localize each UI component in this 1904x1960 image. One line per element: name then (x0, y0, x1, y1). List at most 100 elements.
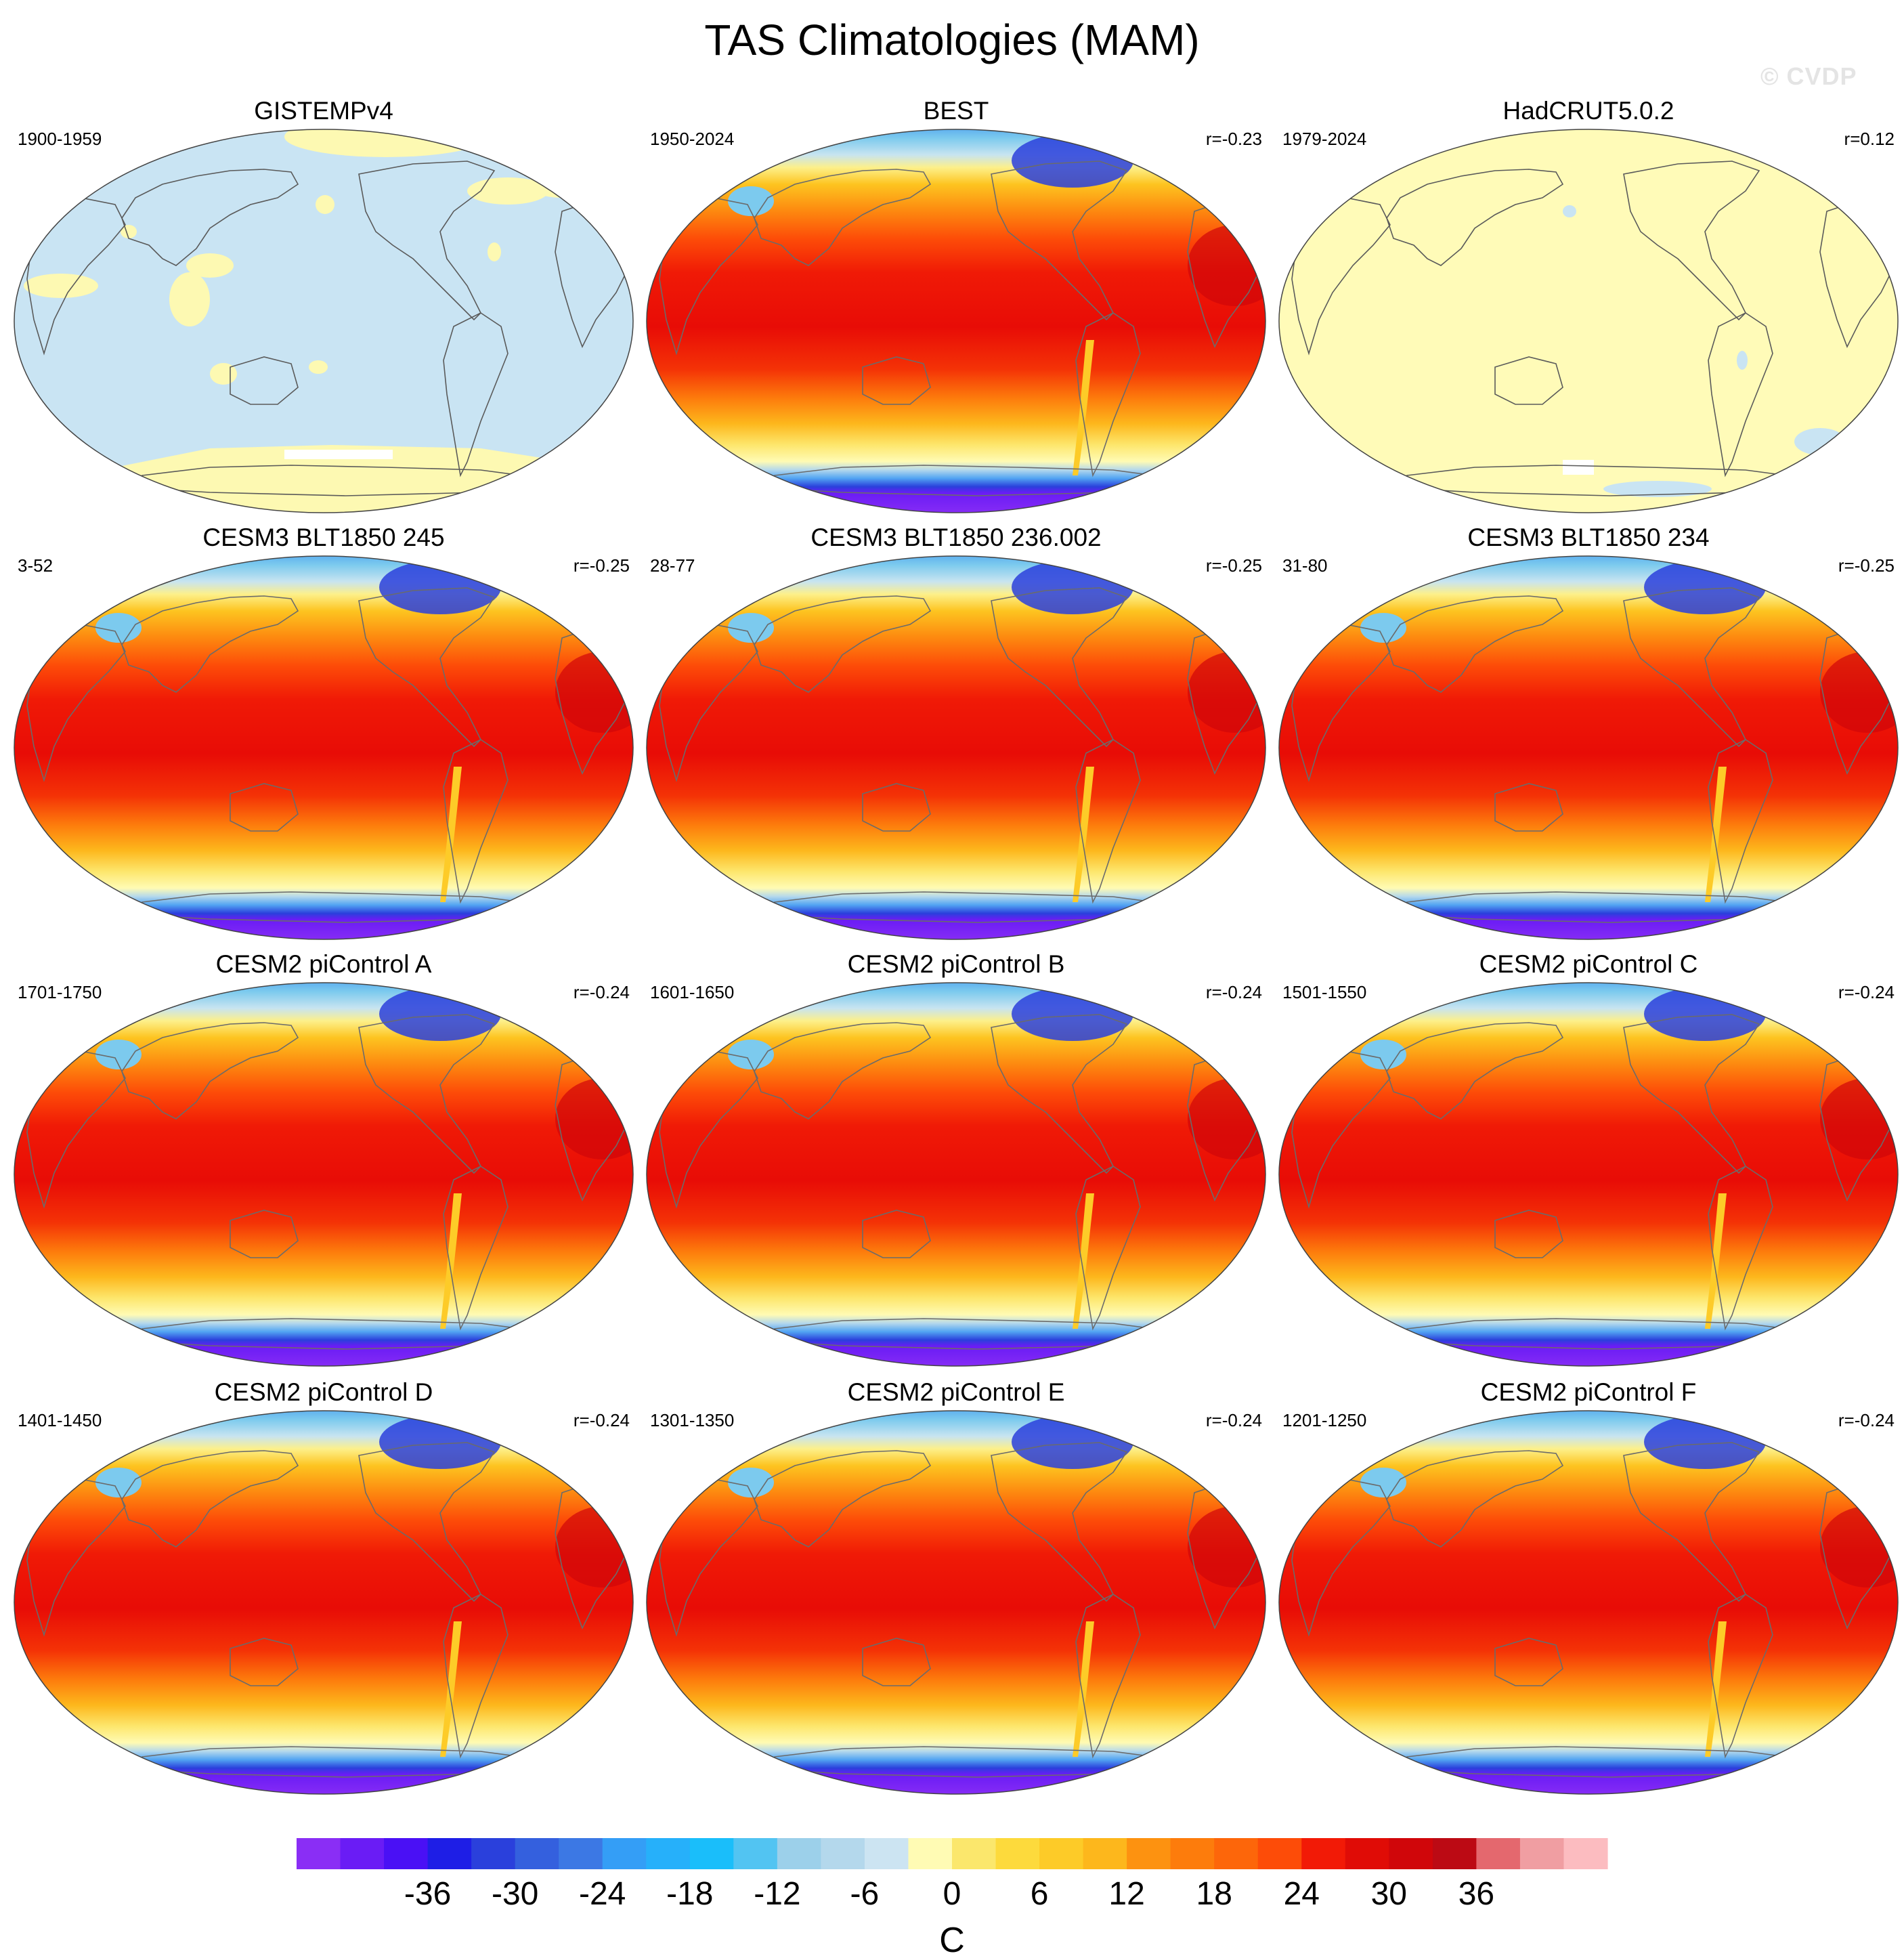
andes-streak (1705, 767, 1727, 902)
coastline (991, 161, 1128, 321)
colorbar-tick-label: -30 (492, 1876, 538, 1912)
plateau-cold-spot (728, 1040, 774, 1069)
colorbar-box (1432, 1838, 1477, 1869)
map-border (14, 129, 634, 513)
coastline (1386, 595, 1564, 693)
warm-blob (528, 171, 596, 198)
cold-anomaly (1644, 560, 1766, 614)
panel-title: GISTEMPv4 (254, 97, 393, 125)
coastline (230, 1210, 299, 1258)
panel-pattern-corr: r=0.12 (1844, 129, 1895, 149)
coastline (121, 595, 299, 693)
panel-pattern-corr: r=-0.25 (1838, 555, 1895, 576)
colorbar-tick-label: 18 (1196, 1876, 1232, 1912)
map-border (1278, 555, 1899, 940)
plateau-cold-spot (95, 1040, 142, 1069)
cold-anomaly (1012, 133, 1133, 188)
coastline (1291, 624, 1391, 782)
colorbar-box (1563, 1838, 1608, 1869)
cvdp-watermark: © CVDP (1760, 62, 1857, 90)
coastline (991, 587, 1128, 748)
cool-blob (1737, 351, 1748, 370)
map-border (1278, 982, 1899, 1367)
map-svg (14, 982, 634, 1367)
map-panel: CESM2 piControl F 1201-1250 r=-0.24 (1272, 1378, 1904, 1797)
colorbar-box (908, 1838, 953, 1869)
coastline (862, 356, 931, 405)
colorbar-label: C (939, 1921, 965, 1960)
coastline (1494, 1210, 1563, 1258)
colorbar-box (1127, 1838, 1171, 1869)
map-border (14, 555, 634, 940)
cold-anomaly (1012, 560, 1133, 614)
andes-streak (1073, 767, 1094, 902)
panel-title: BEST (923, 97, 989, 125)
colorbar-box (1389, 1838, 1433, 1869)
colorbar-boxes (297, 1838, 1608, 1869)
panel-title: CESM2 piControl A (215, 950, 432, 978)
map-panel: CESM2 piControl B 1601-1650 r=-0.24 (639, 950, 1273, 1369)
map-svg (646, 129, 1266, 513)
panel-title: CESM2 piControl D (214, 1378, 433, 1406)
map-border (646, 982, 1266, 1367)
colorbar-box (1257, 1838, 1302, 1869)
warm-blob (121, 225, 137, 238)
panel-period: 1701-1750 (18, 982, 102, 1002)
coastline (358, 1442, 496, 1602)
cold-anomaly (379, 1415, 501, 1469)
colorbar-box (1214, 1838, 1259, 1869)
panel-pattern-corr: r=-0.24 (1205, 1410, 1262, 1430)
coastline (1386, 1022, 1564, 1120)
coastline (991, 1014, 1128, 1174)
andes-streak (440, 1193, 462, 1329)
cold-anomaly (1644, 1415, 1766, 1469)
colorbar-box (1039, 1838, 1084, 1869)
field-shading (1279, 129, 1898, 513)
colorbar-tick-label: -36 (404, 1876, 451, 1912)
colorbar-tick-label: 30 (1371, 1876, 1407, 1912)
panel-pattern-corr: r=-0.24 (573, 1410, 630, 1430)
map-panel: GISTEMPv4 1900-1959 (7, 96, 641, 516)
warm-blob (169, 272, 210, 326)
map-border (1278, 129, 1899, 513)
map-border (646, 555, 1266, 940)
colorbar-box (559, 1838, 603, 1869)
colorbar-box (340, 1838, 385, 1869)
colorbar-box (471, 1838, 516, 1869)
coastline (1075, 1166, 1141, 1331)
map-panel: CESM3 BLT1850 234 31-80 r=-0.25 (1272, 523, 1904, 943)
panel-title: CESM3 BLT1850 245 (202, 524, 445, 551)
colorbar-tick-label: 6 (1031, 1876, 1049, 1912)
colorbar-box (821, 1838, 865, 1869)
colorbar-box (733, 1838, 778, 1869)
map-svg (646, 555, 1266, 940)
figure-title: TAS Climatologies (MAM) (704, 16, 1200, 64)
coastline (862, 1638, 931, 1686)
colorbar-box (1345, 1838, 1389, 1869)
coastline (1075, 312, 1141, 477)
coastline (443, 739, 509, 904)
colorbar-ticks: -36 -30 -24 -18 -12 -6 0 6 12 18 24 30 36 (404, 1876, 1494, 1912)
map-svg (14, 129, 634, 513)
panel-period: 1201-1250 (1282, 1410, 1367, 1430)
panel-period: 31-80 (1282, 555, 1328, 576)
map-svg (14, 555, 634, 940)
coastline (659, 197, 758, 356)
colorbar-box (952, 1838, 997, 1869)
coastline (1075, 1594, 1141, 1759)
plateau-cold-spot (728, 186, 774, 216)
plateau-cold-spot (95, 613, 142, 643)
colorbar-tick-label: 12 (1108, 1876, 1144, 1912)
warm-blob (24, 274, 98, 298)
map-panel: CESM2 piControl D 1401-1450 r=-0.24 (7, 1378, 641, 1797)
colorbar-box (602, 1838, 647, 1869)
coastline (26, 197, 126, 356)
cool-blob (1794, 428, 1846, 455)
coastline (230, 356, 299, 405)
missing-data (1563, 460, 1594, 475)
panel-title: CESM2 piControl B (847, 950, 1065, 978)
coastline (1386, 1450, 1564, 1548)
map-border (14, 1410, 634, 1795)
cold-anomaly (379, 987, 501, 1041)
coastline (754, 169, 932, 266)
